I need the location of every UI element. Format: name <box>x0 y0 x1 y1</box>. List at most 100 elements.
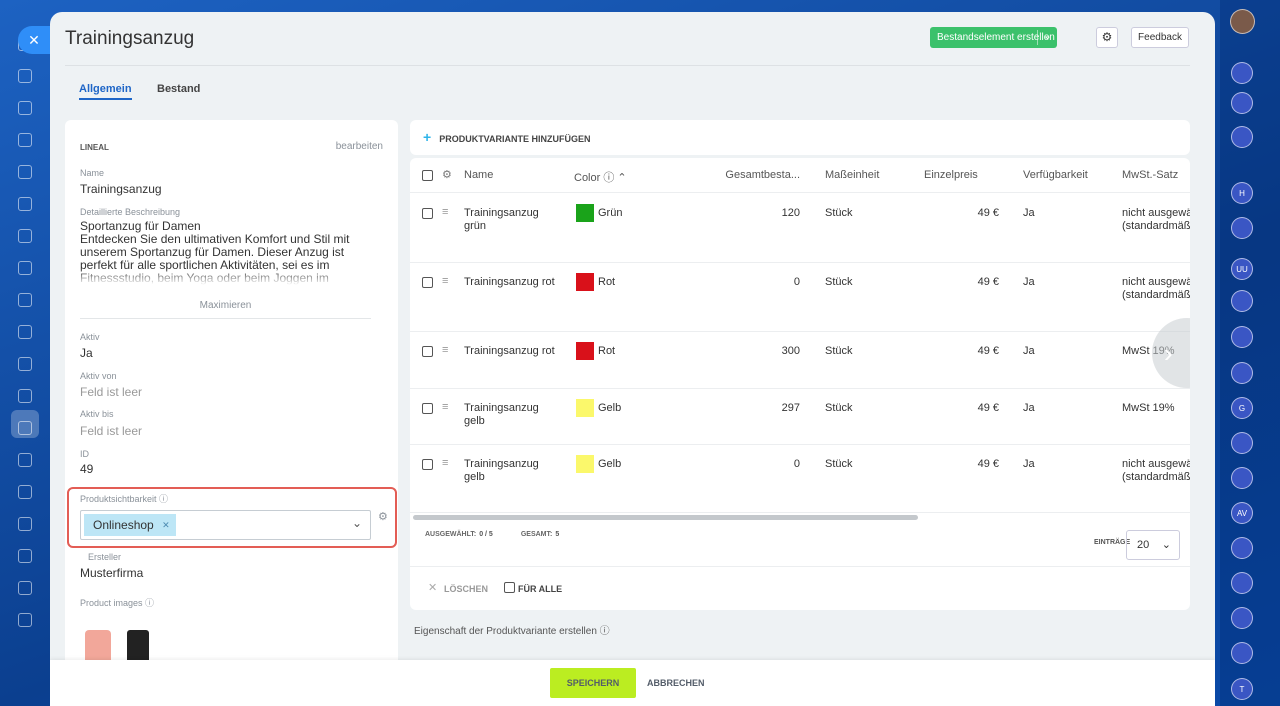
stock: 0 <box>793 458 800 470</box>
color-swatch <box>576 204 594 222</box>
cancel-button[interactable]: ABBRECHEN <box>647 678 705 688</box>
field-label: Aktiv <box>80 332 100 342</box>
images-label: Product images <box>80 598 143 608</box>
field-label: Detaillierte Beschreibung <box>80 207 181 217</box>
sidebar-icon[interactable]: AV <box>1231 502 1253 524</box>
gear[interactable]: ⚙ <box>442 169 452 181</box>
summary-text: GESAMT: <box>520 531 553 538</box>
nav-icon[interactable] <box>18 357 32 371</box>
availability: Ja <box>1023 402 1035 414</box>
add-variant[interactable]: + PRODUKTVARIANTE HINZUFÜGEN <box>410 120 1190 155</box>
column-header[interactable]: MwSt.-Satz <box>1122 169 1179 181</box>
sidebar-icon[interactable] <box>1231 62 1253 84</box>
nav-icon[interactable] <box>18 325 32 339</box>
create-property[interactable]: Eigenschaft der Produktvariante erstelle… <box>414 626 610 637</box>
column-header[interactable]: Gesamtbesta... <box>725 169 800 181</box>
sidebar-icon[interactable]: H <box>1231 182 1253 204</box>
nav-icon[interactable] <box>18 69 32 83</box>
checkbox[interactable] <box>422 346 433 357</box>
nav-icon[interactable] <box>18 165 32 179</box>
close-button[interactable]: ✕ <box>18 26 50 54</box>
row-divider <box>410 444 1190 445</box>
column-header[interactable]: Einzelpreis <box>924 169 978 181</box>
nav-icon[interactable] <box>18 389 32 403</box>
nav-icon[interactable] <box>18 549 32 563</box>
vat: MwSt 19% <box>1122 402 1175 414</box>
scroll-arrow[interactable]: › <box>1152 318 1190 388</box>
unit: Stück <box>825 458 853 470</box>
checkbox[interactable] <box>504 582 515 593</box>
user-avatar[interactable] <box>1230 9 1255 34</box>
nav-icon[interactable] <box>18 485 32 499</box>
availability: Ja <box>1023 345 1035 357</box>
tab[interactable]: Bestand <box>157 83 201 95</box>
sidebar-icon[interactable] <box>1231 607 1253 629</box>
nav-icon[interactable] <box>18 101 32 115</box>
nav-icon[interactable] <box>18 581 32 595</box>
nav-active[interactable] <box>11 410 39 438</box>
create-button[interactable]: Bestandselement erstellen ⌄ <box>930 27 1057 48</box>
entries-select[interactable]: 20 ⌄ <box>1126 530 1180 560</box>
sidebar-icon[interactable] <box>1231 126 1253 148</box>
sidebar-icon[interactable] <box>1231 326 1253 348</box>
field-value: Ja <box>80 346 93 360</box>
sidebar-icon[interactable] <box>1231 432 1253 454</box>
tab[interactable]: Allgemein <box>79 83 132 100</box>
maximize-link[interactable]: Maximieren <box>80 300 371 319</box>
nav-icon[interactable] <box>18 517 32 531</box>
nav-icon[interactable] <box>18 421 32 435</box>
checkbox[interactable] <box>422 403 433 414</box>
sidebar-icon[interactable]: G <box>1231 397 1253 419</box>
column-header[interactable]: Color ⓘ ⌃ <box>574 172 627 184</box>
summary-text: 0 / 5 <box>479 531 493 538</box>
column-header[interactable]: Name <box>464 169 494 181</box>
feedback-button[interactable]: Feedback <box>1131 27 1189 48</box>
nav-icon[interactable] <box>18 613 32 627</box>
section-title: LINEAL <box>80 143 109 152</box>
scrollbar[interactable] <box>413 515 918 520</box>
nav-icon[interactable] <box>18 453 32 467</box>
unit: Stück <box>825 207 853 219</box>
color-swatch <box>576 342 594 360</box>
sidebar-icon[interactable] <box>1231 642 1253 664</box>
column-header[interactable]: Maßeinheit <box>825 169 880 181</box>
sidebar-icon[interactable]: T <box>1231 678 1253 700</box>
nav-icon[interactable] <box>18 133 32 147</box>
sidebar-icon[interactable] <box>1231 92 1253 114</box>
checkbox[interactable] <box>422 170 433 181</box>
column-header[interactable]: Verfügbarkeit <box>1023 169 1088 181</box>
sidebar-icon[interactable] <box>1231 572 1253 594</box>
vat: nicht ausgewählt (standardmäßig) <box>1122 207 1190 232</box>
divider <box>65 65 1190 66</box>
nav-icon[interactable] <box>18 293 32 307</box>
footer-bar: SPEICHERN ABBRECHEN <box>50 660 1215 706</box>
visibility-select[interactable]: Onlineshop ✕ ⌄ <box>80 510 371 540</box>
settings-button[interactable]: ⚙ <box>1096 27 1118 48</box>
variants-table: ⚙ Name Color ⓘ ⌃ Gesamtbesta... Maßeinheit Ei… <box>410 158 1190 610</box>
field-label: Produktsichtbarkeit ⓘ <box>80 494 169 504</box>
sidebar-icon[interactable] <box>1231 537 1253 559</box>
sidebar-icon[interactable] <box>1231 290 1253 312</box>
summary-text: 5 <box>555 531 560 538</box>
nav-icon[interactable] <box>18 261 32 275</box>
delete-button[interactable]: LÖSCHEN <box>444 584 489 594</box>
variant-name: Trainingsanzug gelb <box>464 402 539 427</box>
field-value: Feld ist leer <box>80 424 143 438</box>
checkbox[interactable] <box>422 208 433 219</box>
save-button[interactable]: SPEICHERN <box>550 668 636 698</box>
checkbox[interactable] <box>422 277 433 288</box>
sidebar-icon[interactable] <box>1231 217 1253 239</box>
sidebar-icon[interactable]: UU <box>1231 258 1253 280</box>
nav-icon[interactable] <box>18 229 32 243</box>
nav-icon[interactable] <box>18 197 32 211</box>
sidebar-icon[interactable] <box>1231 467 1253 489</box>
stock: 0 <box>793 276 800 288</box>
create-button-label: Bestandselement erstellen <box>937 32 1055 43</box>
checkbox[interactable] <box>422 459 433 470</box>
highlight-box <box>67 487 397 548</box>
row-divider <box>410 566 1190 567</box>
sidebar-icon[interactable] <box>1231 362 1253 384</box>
create-property-label: Eigenschaft der Produktvariante erstelle… <box>414 626 597 637</box>
gear-icon[interactable]: ⚙ <box>378 511 388 523</box>
edit-link[interactable]: bearbeiten <box>335 141 383 152</box>
